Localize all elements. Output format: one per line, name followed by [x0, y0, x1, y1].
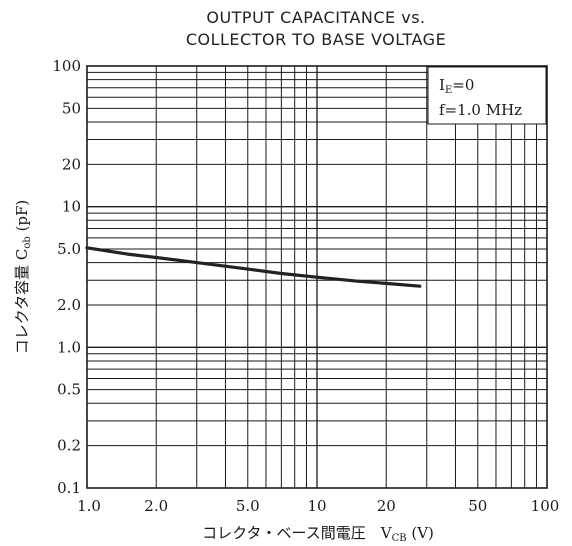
x-axis-label: コレクタ・ベース間電圧 VCB (V): [202, 524, 434, 544]
y-tick-label: 0.2: [57, 437, 81, 455]
x-tick-label: 2.0: [144, 497, 168, 515]
tick-labels: 1.0 2.0 5.0 10 20 50 100 100 50 20 10 5.0 2.0 1.0 0.5 0…: [52, 57, 559, 515]
legend-box: [427, 66, 547, 125]
x-axis-label-main: コレクタ・ベース間電圧 V: [202, 524, 393, 542]
x-tick-label: 1.0: [77, 497, 101, 515]
y-tick-label: 100: [52, 57, 81, 75]
legend-line-1: IE=0: [439, 76, 474, 96]
chart-title-line-1: OUTPUT CAPACITANCE vs.: [206, 8, 426, 27]
y-axis-label-main: コレクタ容量 C: [13, 249, 31, 355]
x-axis-label-unit: (V): [407, 524, 434, 542]
legend-line-2: f=1.0 MHz: [439, 101, 522, 119]
legend-ie-subscript: E: [445, 85, 452, 96]
x-axis-label-subscript: CB: [392, 533, 407, 544]
y-tick-label: 5.0: [57, 240, 81, 258]
x-tick-label: 100: [531, 497, 560, 515]
y-tick-label: 50: [62, 99, 81, 117]
y-tick-label: 20: [62, 155, 81, 173]
y-axis-label-subscript: ob: [22, 236, 33, 248]
x-tick-label: 50: [468, 497, 487, 515]
y-axis-label-unit: (pF): [13, 200, 31, 236]
series-line: [85, 246, 422, 288]
series-group: [85, 246, 422, 288]
legend-ie-symbol: I: [439, 76, 445, 94]
y-tick-label: 0.1: [57, 479, 81, 497]
y-axis-label: コレクタ容量 Cob (pF): [13, 200, 33, 355]
y-tick-label: 0.5: [57, 381, 81, 399]
y-tick-label: 1.0: [57, 338, 81, 356]
chart-title-line-2: COLLECTOR TO BASE VOLTAGE: [185, 30, 447, 49]
x-tick-label: 20: [377, 497, 396, 515]
x-tick-label: 5.0: [236, 497, 260, 515]
y-tick-label: 10: [62, 198, 81, 216]
grid: [87, 66, 547, 488]
plot-frame: [86, 65, 548, 489]
legend-ie-value: =0: [452, 76, 474, 94]
x-tick-label: 10: [307, 497, 326, 515]
y-tick-label: 2.0: [57, 296, 81, 314]
legend: IE=0 f=1.0 MHz: [427, 66, 547, 125]
